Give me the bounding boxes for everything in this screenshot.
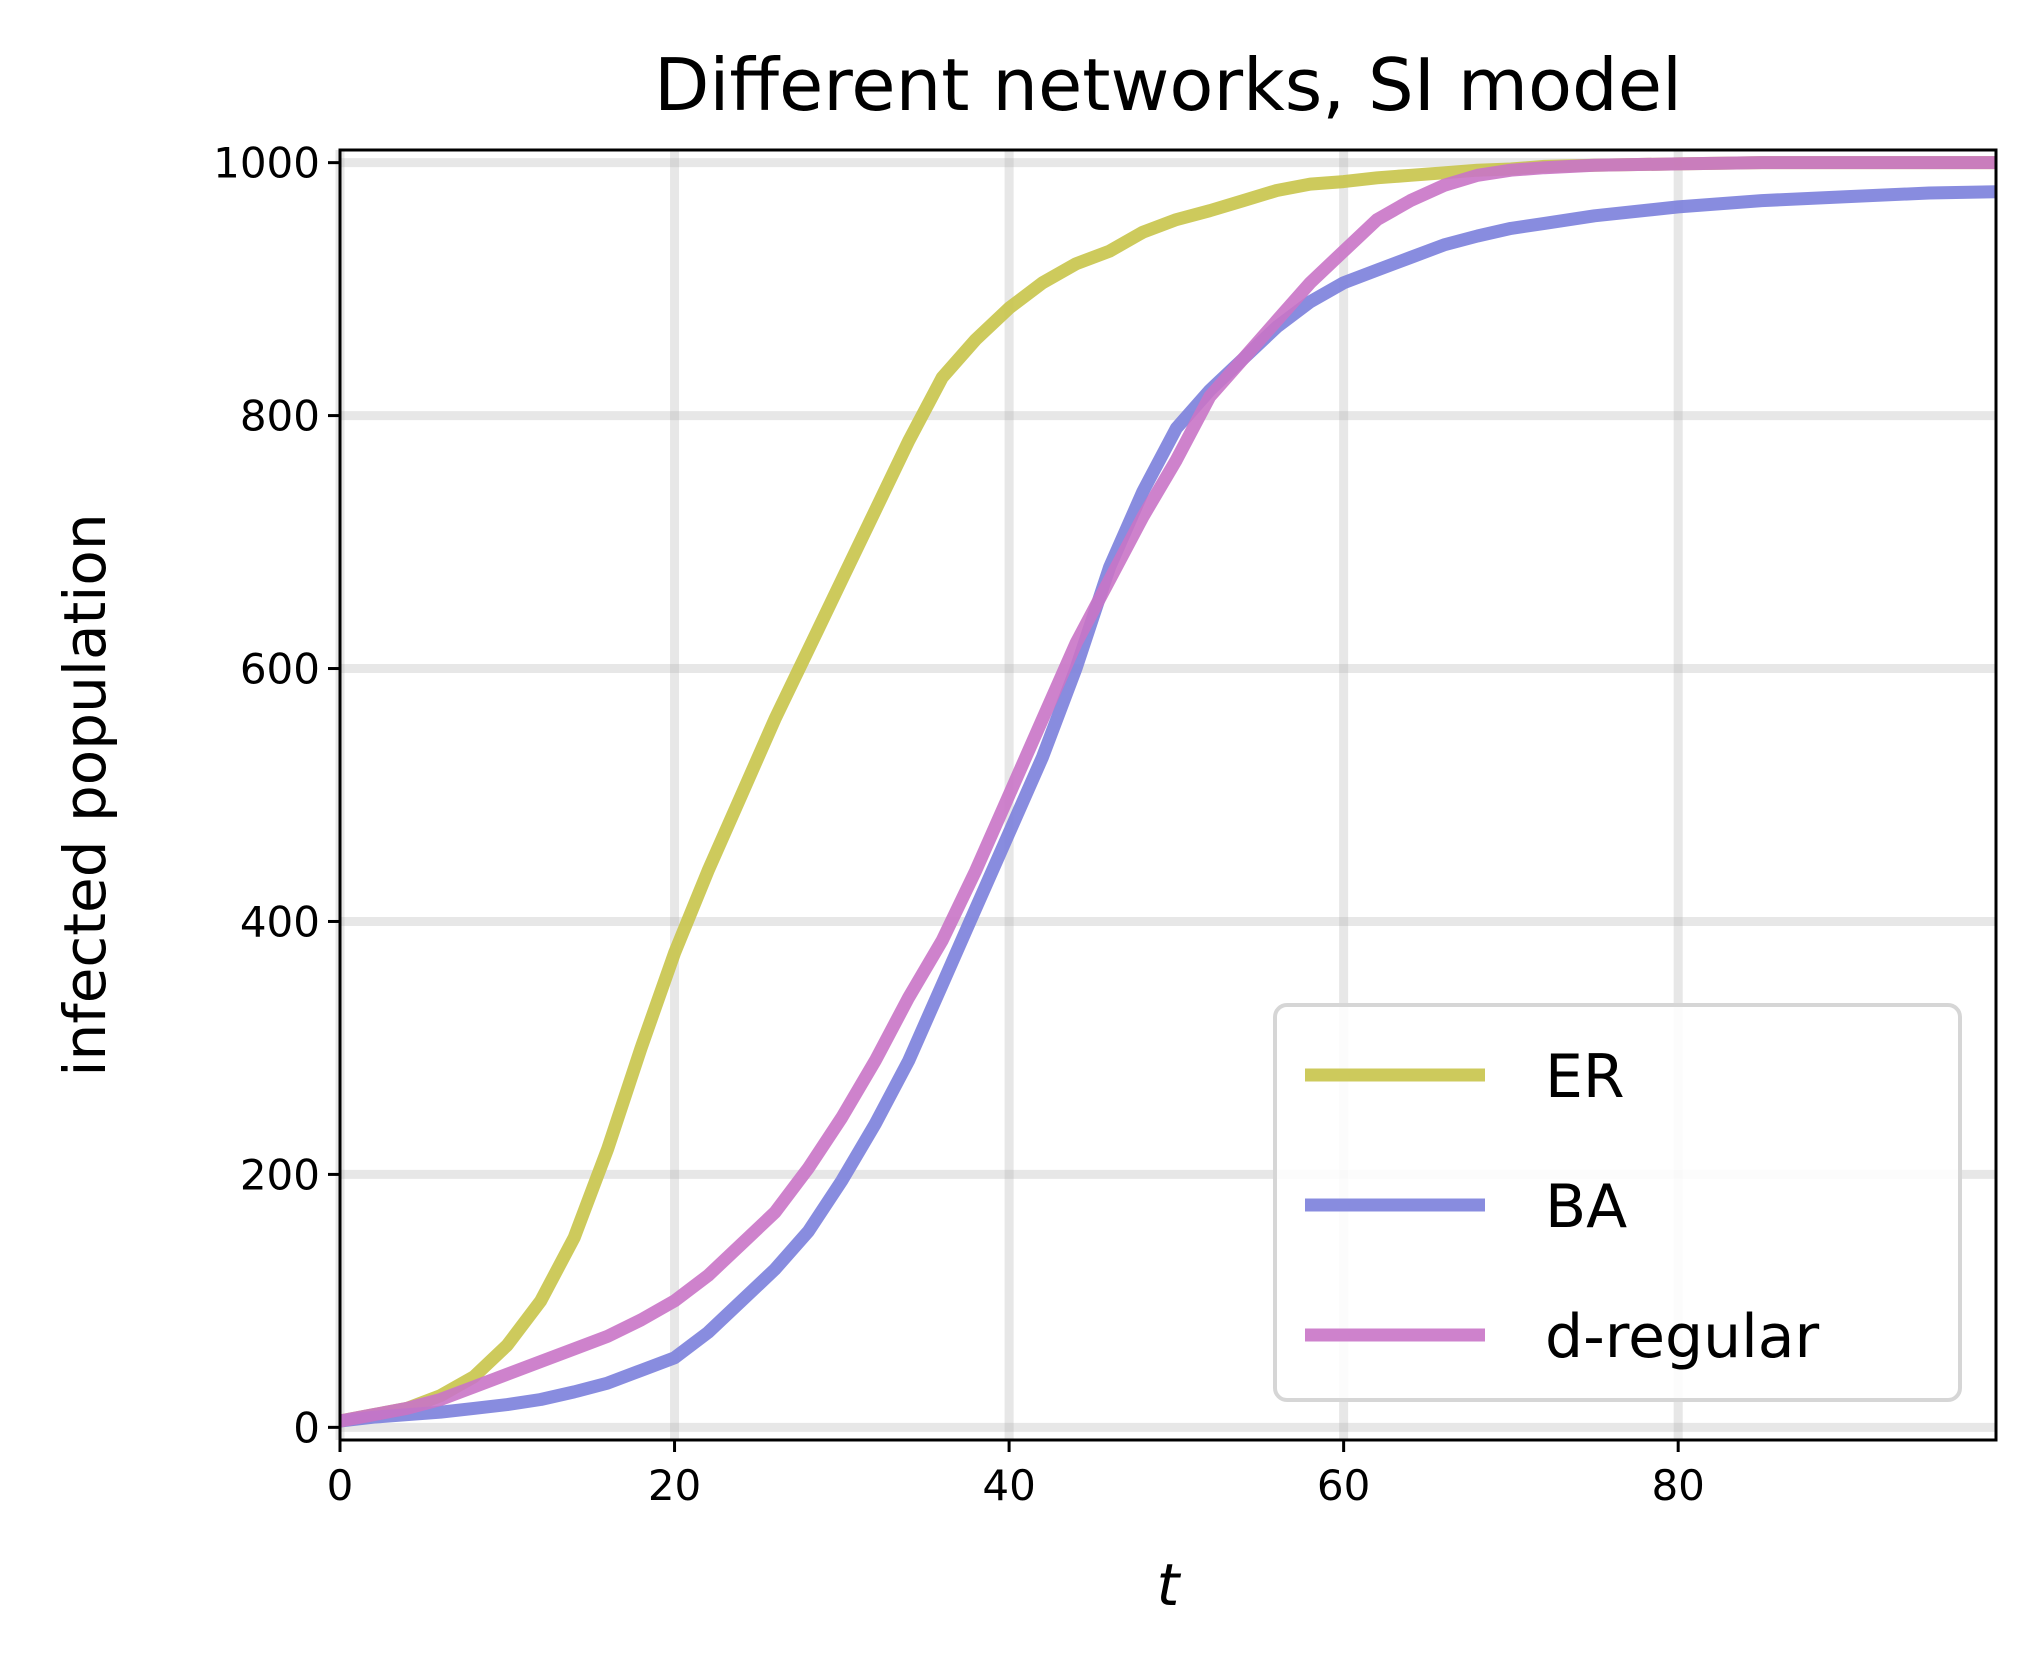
x-tick-label: 80 (1651, 1461, 1704, 1510)
x-tick-label: 20 (648, 1461, 701, 1510)
legend-box (1273, 1003, 1962, 1402)
series-line-ba (340, 185, 1996, 1428)
x-tick-label: 40 (982, 1461, 1035, 1510)
y-tick-label: 600 (240, 645, 320, 694)
legend: ER BA d-regular (1273, 1003, 1962, 1402)
y-axis-label: infected population (51, 513, 119, 1076)
legend-label: ER (1545, 1042, 1625, 1112)
y-tick-label: 1000 (213, 139, 320, 188)
x-axis-label: t (1157, 1551, 1182, 1619)
legend-label: d-regular (1545, 1302, 1820, 1372)
y-tick-label: 400 (240, 897, 320, 946)
legend-label: BA (1545, 1172, 1627, 1242)
x-tick-label: 60 (1317, 1461, 1370, 1510)
chart-title: Different networks, SI model (654, 43, 1682, 127)
y-tick-label: 200 (240, 1150, 320, 1199)
series-layer (340, 156, 1996, 1428)
series-line-d-regular (340, 156, 1996, 1428)
y-tick-label: 800 (240, 392, 320, 441)
plot-frame (338, 148, 1998, 1442)
y-tick-label: 0 (293, 1403, 320, 1452)
x-tick-label: 0 (327, 1461, 354, 1510)
